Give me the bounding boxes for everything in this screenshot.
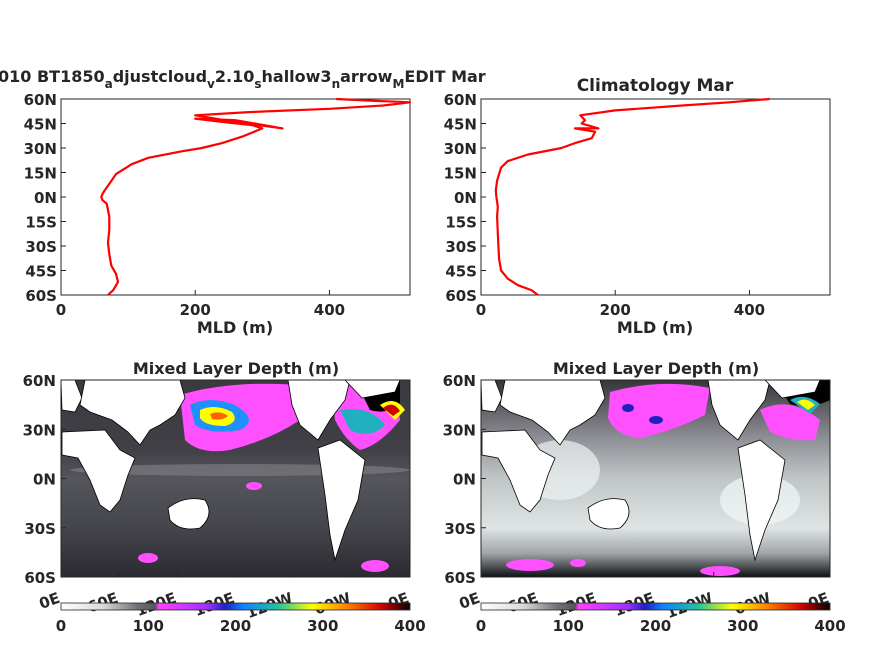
map-y-tick-labels-model: 60N 30N 0N 30S 60S xyxy=(23,372,66,587)
map-y-tick-label: 30N xyxy=(443,421,476,439)
y-tick-label: 15S xyxy=(25,214,57,232)
profile-panel-climatology: Climatology Mar 60N45N30N15N0N15S30S45S6… xyxy=(444,76,831,337)
map-y-tick-label: 30N xyxy=(23,421,56,439)
map-y-tick-label: 60N xyxy=(443,372,476,390)
map-y-tick-label: 60S xyxy=(24,569,56,587)
y-tick-label: 45S xyxy=(445,263,477,281)
y-tick-label: 45N xyxy=(24,116,57,134)
y-tick-label: 45N xyxy=(444,116,477,134)
x-tick-label: 200 xyxy=(600,301,631,319)
colorbar-model xyxy=(60,602,411,611)
map-x-tick-label: 0E xyxy=(457,589,483,613)
x-tick-labels-climatology: 0 200 400 xyxy=(476,290,765,319)
x-tick-label: 400 xyxy=(314,301,345,319)
y-tick-label: 60N xyxy=(24,91,57,109)
mld-profile-line-model xyxy=(100,97,412,296)
colorbar-tick-label: 100 xyxy=(553,617,584,635)
profile-title-climatology: Climatology Mar xyxy=(577,76,734,96)
y-tick-label: 60S xyxy=(445,287,477,305)
x-tick-label: 0 xyxy=(56,301,66,319)
colorbar-tick-label: 100 xyxy=(133,617,164,635)
colorbar-tick-label: 200 xyxy=(640,617,671,635)
colorbar-tick-label: 300 xyxy=(307,617,338,635)
colorbar-tick-label: 200 xyxy=(220,617,251,635)
y-tick-label: 60S xyxy=(25,287,57,305)
continents-climatology xyxy=(481,380,821,562)
colorbar-tick-labels-model: 0 100 200 300 400 xyxy=(56,617,426,635)
map-x-tick-label: 0E xyxy=(37,589,63,613)
colorbar-tick-label: 0 xyxy=(56,617,66,635)
map-x-tick-labels-model: 0E60E120E180E120W60W0E xyxy=(37,572,411,622)
x-axis-label-model: MLD (m) xyxy=(197,318,273,337)
map-title-model: Mixed Layer Depth (m) xyxy=(133,359,339,378)
x-tick-label: 0 xyxy=(476,301,486,319)
colorbar-climatology xyxy=(480,602,831,611)
x-tick-label: 200 xyxy=(180,301,211,319)
profile-axes-box-climatology xyxy=(480,98,831,296)
map-y-tick-label: 60N xyxy=(23,372,56,390)
map-y-tick-label: 60S xyxy=(444,569,476,587)
map-y-tick-labels-climatology: 60N 30N 0N 30S 60S xyxy=(443,372,486,587)
y-tick-label: 30N xyxy=(444,140,477,158)
map-y-tick-label: 0N xyxy=(453,471,476,489)
y-tick-label: 30S xyxy=(445,238,477,256)
y-tick-label: 30N xyxy=(24,140,57,158)
colorbar-tick-label: 400 xyxy=(814,617,845,635)
y-tick-label: 0N xyxy=(34,189,57,207)
y-tick-label: 15N xyxy=(444,165,477,183)
colorbar-tick-labels-climatology: 0 100 200 300 400 xyxy=(476,617,846,635)
x-tick-label: 400 xyxy=(734,301,765,319)
profile-axes-box-model xyxy=(60,98,411,296)
profile-panel-model: 010 BT1850adjustcloudv2.10shallow3narrow… xyxy=(0,67,486,337)
map-y-tick-label: 0N xyxy=(33,471,56,489)
map-title-climatology: Mixed Layer Depth (m) xyxy=(553,359,759,378)
profile-title-model: 010 BT1850adjustcloudv2.10shallow3narrow… xyxy=(0,67,486,91)
colorbar-tick-label: 0 xyxy=(476,617,486,635)
colorbar-tick-label: 300 xyxy=(727,617,758,635)
mld-profile-line-climatology xyxy=(494,97,770,296)
y-tick-label: 0N xyxy=(454,189,477,207)
map-x-tick-labels-climatology: 0E60E120E180E120W60W0E xyxy=(457,572,831,622)
y-tick-label: 60N xyxy=(444,91,477,109)
y-tick-label: 15S xyxy=(445,214,477,232)
colorbar-tick-label: 400 xyxy=(394,617,425,635)
continents-model xyxy=(61,380,401,562)
x-tick-labels-model: 0 200 400 xyxy=(56,290,345,319)
mld-map-model: Mixed Layer Depth (m) 60 xyxy=(23,359,426,635)
y-tick-labels-climatology: 60N 45N 30N 15N 0N 15S 30S 45S 60S xyxy=(444,91,486,305)
y-tick-label: 45S xyxy=(25,263,57,281)
y-tick-label: 30S xyxy=(25,238,57,256)
map-y-tick-label: 30S xyxy=(24,520,56,538)
x-axis-label-climatology: MLD (m) xyxy=(617,318,693,337)
y-tick-label: 15N xyxy=(24,165,57,183)
map-y-tick-label: 30S xyxy=(444,520,476,538)
y-tick-labels-model: 60N 45N 30N 15N 0N 15S 30S 45S 60S xyxy=(24,91,66,305)
